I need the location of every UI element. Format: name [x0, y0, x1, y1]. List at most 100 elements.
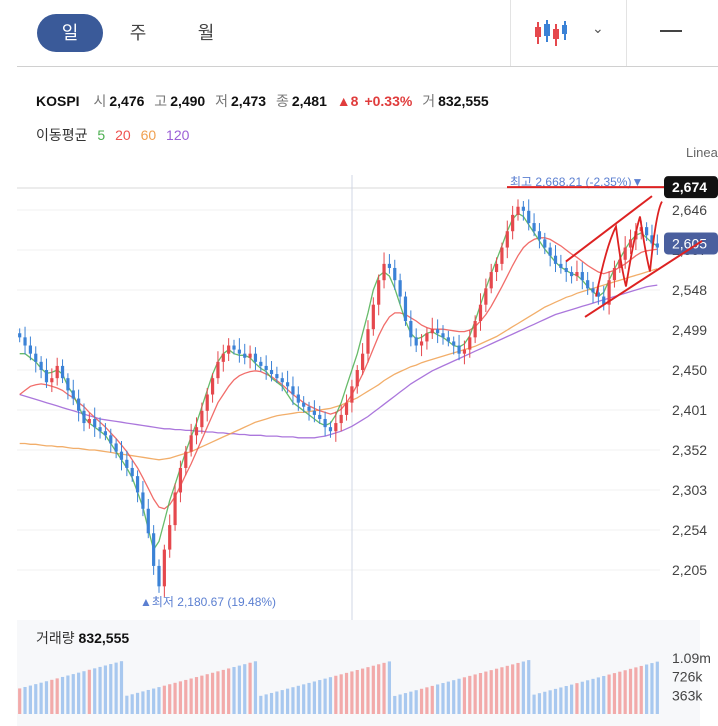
chevron-down-icon[interactable]: ⌄	[592, 20, 604, 36]
high-line-tag-bg	[664, 176, 718, 199]
candle-body	[157, 565, 161, 587]
candlestick-icon[interactable]	[534, 18, 568, 48]
annotation-channel-lower	[584, 240, 703, 318]
last-price-tag-bg	[664, 232, 718, 255]
candle-body	[543, 239, 547, 248]
candle-body	[623, 247, 627, 260]
candle-body	[87, 418, 91, 424]
menu-icon[interactable]	[660, 30, 682, 32]
candle-body	[596, 292, 600, 297]
candle-body	[473, 321, 477, 338]
ma-period-60[interactable]: 60	[140, 127, 157, 143]
tab-weekly[interactable]: 주	[129, 23, 147, 43]
ma-period-120[interactable]: 120	[166, 127, 190, 143]
candle-body	[60, 365, 65, 379]
candle-body	[173, 492, 177, 526]
candle-body	[628, 239, 633, 248]
candle-body	[339, 414, 343, 424]
volume-bar	[323, 678, 327, 714]
candle-body	[168, 525, 172, 550]
y-tick-label: 2,352	[672, 442, 707, 458]
volume-bar	[425, 687, 429, 714]
candle-body	[210, 378, 215, 395]
candle-body	[275, 374, 279, 379]
volume-bar	[114, 662, 118, 714]
volume-bar	[478, 672, 483, 714]
volume-bar	[162, 685, 166, 714]
candle-body	[377, 280, 381, 305]
volume-bar	[125, 695, 129, 714]
volume-bar	[361, 668, 365, 714]
y-tick-label: 2,646	[672, 202, 707, 218]
period-tabs: 일 주 월 ⌄	[0, 0, 718, 66]
candle-body	[350, 386, 354, 403]
candle-body	[468, 337, 472, 350]
candle-body	[425, 333, 429, 342]
candle-body	[23, 337, 27, 346]
scale-mode[interactable]: Linea	[686, 145, 718, 160]
tab-daily[interactable]: 일	[37, 14, 103, 52]
candle-body	[141, 492, 145, 509]
candle-body	[194, 427, 199, 436]
y-tick-label: 2,450	[672, 362, 707, 378]
volume-bar	[575, 683, 579, 714]
volume-bar	[441, 683, 445, 714]
volume-bar	[521, 661, 525, 714]
volume-bar	[296, 685, 300, 714]
volume-bar	[339, 674, 343, 714]
candle-body	[55, 365, 59, 379]
tab-monthly[interactable]: 월	[197, 23, 215, 43]
volume-bar	[655, 661, 659, 714]
volume-bar	[221, 669, 225, 714]
candle-body	[119, 451, 124, 460]
candle-body	[366, 329, 370, 354]
volume-bar	[618, 671, 622, 714]
last-price-tag: 2,605	[672, 235, 707, 251]
volume-bar	[377, 664, 381, 714]
volume-bar	[446, 681, 450, 714]
volume-bar	[34, 684, 38, 714]
volume-bar	[55, 678, 59, 714]
volume-bar	[505, 665, 509, 714]
candle-body	[398, 280, 402, 297]
candle-body	[243, 353, 247, 358]
moving-average-label: 이동평균	[36, 127, 88, 143]
high-line-tag: 2,674	[672, 179, 707, 195]
volume-bar	[103, 665, 108, 714]
change-value: ▲8	[336, 93, 359, 109]
candle-body	[414, 337, 418, 346]
volume-bar	[344, 672, 349, 714]
volume-bar	[436, 684, 440, 714]
volume-bar	[596, 677, 600, 714]
candle-body	[452, 341, 456, 346]
volume-bar	[44, 681, 49, 714]
volume-bar	[602, 675, 606, 714]
volume-bar	[98, 666, 102, 714]
high-value: 2,490	[170, 93, 206, 109]
volume-bar	[516, 662, 520, 714]
volume-bar	[210, 672, 215, 714]
candle-body	[591, 288, 595, 293]
candle-body	[516, 206, 520, 215]
candle-body	[44, 370, 49, 383]
candle-body	[200, 410, 204, 428]
volume-bar	[452, 680, 456, 714]
candle-body	[82, 410, 86, 424]
candle-body	[109, 435, 113, 444]
ma-period-20[interactable]: 20	[115, 127, 131, 143]
candle-body	[146, 508, 150, 534]
candle-body	[28, 345, 32, 354]
volume-bar	[77, 672, 81, 714]
volume-bar	[553, 688, 558, 714]
candle-body	[553, 255, 558, 264]
volume-bar	[462, 677, 467, 714]
y-tick-label: 2,254	[672, 522, 707, 538]
volume-bar	[569, 684, 574, 714]
high-marker-label: 최고 2,668.21 (-2.35%)▼	[510, 175, 643, 189]
volume-bar	[312, 681, 316, 714]
volume-bar	[403, 693, 408, 714]
price-chart[interactable]: 2,6462,5972,5482,4992,4502,4012,3522,303…	[0, 170, 718, 726]
volume-bar	[18, 688, 22, 714]
ma-period-5[interactable]: 5	[97, 127, 106, 143]
volume-bar	[634, 667, 638, 714]
